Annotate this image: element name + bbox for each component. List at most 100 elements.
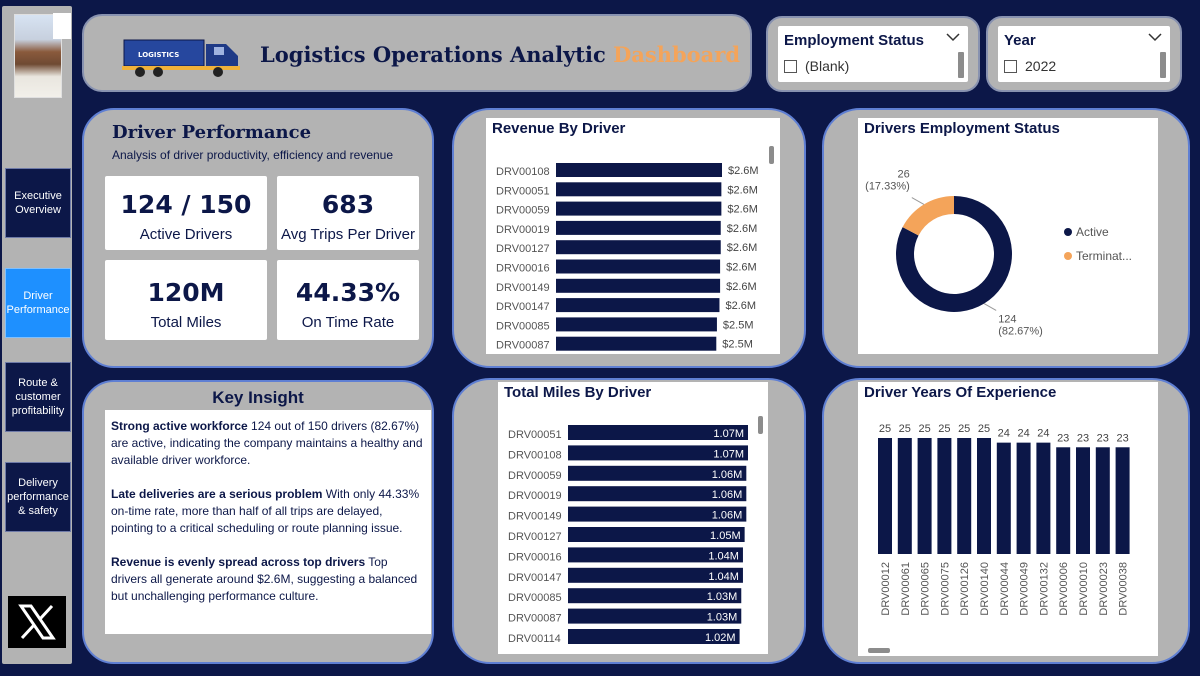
data-label: $2.6M	[727, 204, 758, 216]
nav-label: Route & customer profitability	[11, 377, 65, 417]
data-label: 24	[1017, 428, 1029, 440]
nav-route-customer-profitability[interactable]: Route & customer profitability	[5, 362, 71, 432]
legend-label[interactable]: Active	[1076, 225, 1109, 239]
data-label: 1.05M	[710, 530, 741, 542]
bar[interactable]	[996, 442, 1011, 554]
data-label: $2.6M	[727, 223, 758, 235]
section-subtitle: Analysis of driver productivity, efficie…	[112, 148, 394, 162]
checkbox[interactable]	[1004, 59, 1017, 73]
data-label: $2.5M	[722, 339, 753, 351]
nav-label: Executive Overview	[14, 190, 62, 216]
legend-label[interactable]: Terminat...	[1076, 249, 1132, 263]
pie-slice[interactable]	[896, 196, 1012, 312]
data-label: 23	[1097, 432, 1109, 444]
bar[interactable]	[568, 527, 745, 542]
bar[interactable]	[568, 506, 747, 522]
bar[interactable]	[568, 547, 743, 563]
data-label: $2.5M	[723, 319, 754, 331]
nav-executive-overview[interactable]: Executive Overview	[5, 168, 71, 238]
category-label: DRV00038	[1118, 562, 1130, 616]
insight-item: Revenue is evenly spread across top driv…	[111, 554, 425, 605]
employment-donut-chart: 124(82.67%) 26(17.33%) Active Terminat...	[865, 169, 1132, 338]
truck-icon: LOGISTICS	[122, 39, 240, 77]
bar[interactable]	[897, 438, 912, 554]
chart-title: Drivers Employment Status	[864, 120, 1060, 137]
chevron-down-icon[interactable]	[1148, 32, 1162, 42]
slicer-title: Year	[1004, 32, 1036, 49]
kpi-value: 124 / 150	[120, 190, 252, 219]
bar[interactable]	[556, 317, 717, 332]
bar[interactable]	[568, 629, 740, 644]
slicer-option[interactable]: (Blank)	[784, 58, 849, 74]
employment-status-slicer: Employment Status (Blank)	[766, 16, 980, 92]
category-label: DRV00016	[496, 263, 550, 275]
bar[interactable]	[556, 259, 721, 274]
bar[interactable]	[568, 445, 748, 461]
bar[interactable]	[556, 163, 722, 177]
chart-scrollbar[interactable]	[758, 416, 763, 434]
chart-hscrollbar[interactable]	[868, 648, 890, 653]
bar[interactable]	[878, 438, 892, 554]
bar[interactable]	[556, 201, 722, 216]
category-label: DRV00140	[979, 562, 991, 616]
insight-heading: Strong active workforce	[111, 419, 248, 433]
data-label: 25	[899, 423, 911, 435]
kpi-label: Total Miles	[150, 314, 222, 331]
bar[interactable]	[568, 567, 743, 583]
kpi-label: Avg Trips Per Driver	[281, 226, 415, 243]
category-label: DRV00127	[508, 531, 562, 543]
slicer-scrollbar[interactable]	[1160, 52, 1166, 78]
bar[interactable]	[568, 588, 742, 604]
chart-title: Driver Years Of Experience	[864, 384, 1057, 401]
bar[interactable]	[556, 298, 720, 313]
bar[interactable]	[957, 438, 972, 554]
kpi-label: Active Drivers	[139, 226, 233, 243]
leader-line	[911, 197, 925, 205]
bar[interactable]	[1016, 442, 1031, 554]
nav-driver-performance[interactable]: Driver Performance	[5, 268, 71, 338]
slicer-option-label: (Blank)	[805, 58, 850, 74]
chart-scrollbar[interactable]	[769, 146, 774, 164]
data-label: 23	[1116, 432, 1128, 444]
slicer-scrollbar[interactable]	[958, 52, 964, 78]
bar[interactable]	[937, 438, 952, 554]
category-label: DRV00019	[508, 490, 562, 502]
bar[interactable]	[556, 182, 722, 197]
category-label: DRV00149	[496, 282, 550, 294]
bar[interactable]	[1115, 447, 1130, 554]
bar[interactable]	[917, 438, 932, 554]
bar[interactable]	[568, 425, 748, 440]
legend-swatch	[1064, 228, 1072, 236]
pie-slice[interactable]	[902, 196, 954, 236]
sidebar-nav: Executive Overview Driver Performance Ro…	[2, 6, 72, 664]
category-label: DRV00147	[508, 572, 562, 584]
checkbox[interactable]	[784, 59, 797, 73]
nav-delivery-performance-safety[interactable]: Delivery performance & safety	[5, 462, 71, 532]
chevron-down-icon[interactable]	[946, 32, 960, 42]
leader-line	[983, 303, 997, 311]
category-label: DRV00049	[1019, 562, 1031, 616]
slicer-option[interactable]: 2022	[1004, 58, 1056, 74]
bar[interactable]	[568, 465, 747, 481]
x-logo-icon[interactable]	[8, 596, 66, 648]
bar[interactable]	[1095, 447, 1110, 554]
bar[interactable]	[556, 336, 717, 351]
insight-body: Top drivers all generate around $2.6M, s…	[111, 555, 418, 603]
kpi-label: On Time Rate	[301, 314, 395, 331]
bar[interactable]	[977, 438, 991, 554]
data-label: 25	[958, 423, 970, 435]
bar[interactable]	[1056, 447, 1071, 554]
avatar-corner	[53, 13, 71, 39]
bar[interactable]	[568, 608, 742, 624]
bar[interactable]	[556, 240, 721, 255]
bar[interactable]	[556, 278, 721, 293]
kpi-total-miles: 120M Total Miles	[105, 260, 267, 340]
bar[interactable]	[1076, 447, 1090, 554]
bar[interactable]	[1036, 442, 1051, 554]
data-label: 1.04M	[708, 550, 739, 562]
bar[interactable]	[556, 220, 721, 235]
bar[interactable]	[568, 486, 747, 502]
section-title: Key Insight	[212, 388, 304, 407]
slice-label: (17.33%)	[865, 181, 910, 193]
kpi-on-time-rate: 44.33% On Time Rate	[277, 260, 419, 340]
